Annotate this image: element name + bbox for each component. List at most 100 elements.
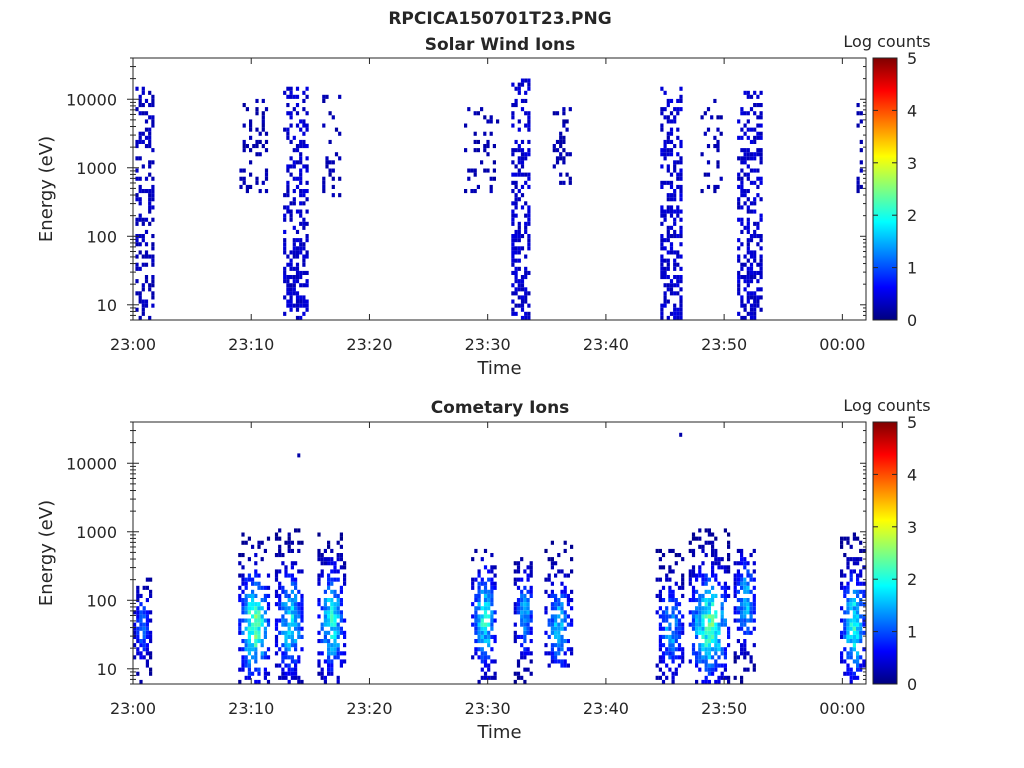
burst-4: [317, 532, 347, 684]
data-cell: [480, 639, 484, 644]
data-cell: [300, 610, 304, 615]
data-cell: [297, 589, 301, 594]
data-cell: [320, 671, 324, 676]
data-cell: [257, 602, 261, 607]
data-cell: [720, 565, 724, 570]
data-cell: [254, 593, 258, 598]
data-cell: [859, 655, 863, 660]
data-cell: [283, 242, 287, 247]
data-cell: [691, 643, 696, 648]
data-cell: [526, 614, 530, 619]
data-cell: [297, 610, 301, 615]
data-cell: [846, 663, 850, 668]
data-cell: [559, 131, 563, 136]
data-cell: [327, 561, 331, 566]
data-cell: [284, 569, 288, 574]
data-cell: [490, 589, 494, 594]
data-cell: [679, 217, 683, 222]
data-cell: [247, 536, 251, 541]
data-cell: [736, 606, 740, 611]
data-cell: [849, 622, 853, 627]
data-cell: [753, 221, 757, 226]
data-cell: [570, 622, 574, 627]
data-cell: [704, 610, 708, 615]
data-cell: [570, 651, 574, 656]
data-cell: [464, 189, 468, 194]
data-cell: [740, 303, 744, 308]
data-cell: [746, 111, 750, 116]
isolated-point: [297, 453, 301, 458]
data-cell: [671, 598, 675, 603]
data-cell: [133, 610, 137, 615]
data-cell: [483, 548, 488, 553]
data-cell: [290, 598, 294, 603]
data-cell: [560, 626, 564, 631]
data-cell: [245, 107, 249, 112]
data-cell: [752, 602, 756, 607]
data-cell: [666, 287, 670, 292]
data-cell: [490, 647, 494, 652]
data-cell: [151, 189, 155, 194]
data-cell: [284, 573, 288, 578]
data-cell: [323, 561, 327, 566]
data-cell: [753, 311, 757, 316]
data-cell: [698, 655, 702, 660]
data-cell: [749, 573, 753, 578]
data-cell: [295, 246, 300, 251]
data-cell: [681, 630, 685, 635]
data-cell: [704, 651, 708, 656]
data-cell: [714, 634, 718, 639]
data-cell: [299, 303, 303, 308]
data-cell: [300, 598, 304, 603]
data-cell: [527, 184, 531, 189]
data-cell: [713, 189, 717, 194]
data-cell: [141, 86, 145, 91]
data-cell: [527, 82, 531, 87]
data-cell: [660, 303, 664, 308]
data-cell: [660, 180, 664, 185]
data-cell: [527, 315, 531, 320]
data-cell: [658, 675, 662, 680]
data-cell: [669, 180, 674, 185]
data-cell: [492, 144, 496, 149]
data-cell: [283, 279, 287, 284]
data-cell: [266, 679, 271, 684]
data-cell: [524, 254, 528, 259]
data-cell: [254, 630, 258, 635]
colorbar-gradient: [873, 422, 897, 684]
data-cell: [746, 270, 750, 275]
data-cell: [487, 589, 491, 594]
data-cell: [247, 606, 251, 611]
data-cell: [698, 647, 702, 652]
data-cell: [254, 553, 258, 558]
data-cell: [300, 602, 304, 607]
colorbar-tick-label: 1: [907, 623, 917, 642]
data-cell: [746, 90, 750, 95]
data-cell: [511, 213, 515, 218]
data-cell: [290, 565, 294, 570]
data-cell: [138, 295, 142, 300]
data-cell: [859, 663, 863, 668]
data-cell: [655, 548, 659, 553]
data-cell: [477, 598, 481, 603]
y-tick-label: 100: [86, 591, 117, 610]
data-cell: [487, 622, 491, 627]
data-cell: [302, 283, 306, 288]
data-cell: [679, 107, 683, 112]
data-cell: [674, 671, 678, 676]
data-cell: [471, 622, 475, 627]
data-cell: [141, 307, 145, 312]
data-cell: [330, 614, 334, 619]
data-cell: [840, 573, 844, 578]
data-cell: [299, 283, 303, 288]
data-cell: [302, 262, 306, 267]
data-cell: [292, 238, 296, 243]
data-cell: [723, 618, 727, 623]
data-cell: [698, 610, 702, 615]
data-cell: [849, 671, 853, 676]
data-cell: [320, 573, 324, 578]
data-cell: [674, 614, 678, 619]
data-cell: [474, 647, 478, 652]
data-cell: [669, 131, 674, 136]
data-cell: [142, 634, 146, 639]
